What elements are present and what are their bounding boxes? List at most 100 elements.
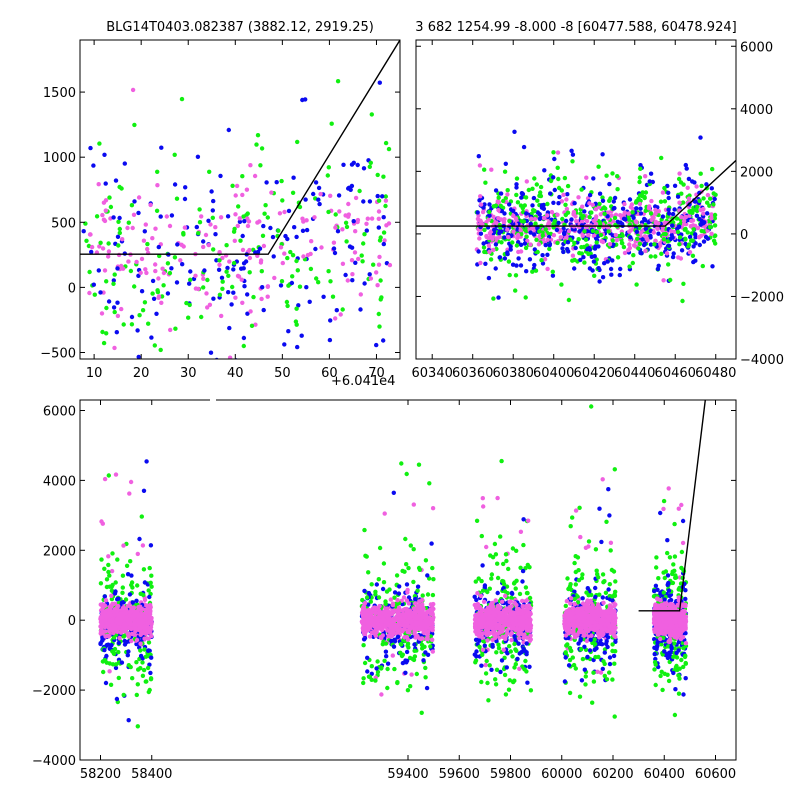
top-left-data-point (336, 229, 340, 233)
top-left-data-point (119, 307, 123, 311)
top-right-data-point (628, 235, 632, 239)
top-left-data-point (241, 234, 245, 238)
top-right-data-point (524, 235, 528, 239)
bottom-data-point (106, 563, 110, 567)
bottom-data-point (564, 604, 568, 608)
bottom-data-point (385, 667, 389, 671)
top-left-data-point (242, 284, 246, 288)
bottom-data-point (510, 592, 514, 596)
bottom-data-point (403, 616, 407, 620)
bottom-data-point (507, 688, 511, 692)
bottom-data-point (135, 583, 139, 587)
bottom-data-point (370, 630, 374, 634)
top-left-data-point (132, 213, 136, 217)
top-left-data-point (186, 316, 190, 320)
top-right-data-point (578, 258, 582, 262)
top-right-data-point (712, 191, 716, 195)
top-left-data-point (155, 209, 159, 213)
bottom-data-point (365, 554, 369, 558)
top-left-data-point (90, 245, 94, 249)
top-right-data-point (608, 242, 612, 246)
top-right-data-point (511, 209, 515, 213)
bottom-data-point (415, 672, 419, 676)
top-right-data-point (706, 237, 710, 241)
top-left-data-point (319, 245, 323, 249)
top-left-data-point (285, 237, 289, 241)
top-right-data-point (528, 257, 532, 261)
bottom-data-point (138, 627, 142, 631)
top-right-data-point (622, 202, 626, 206)
top-right-data-point (538, 212, 542, 216)
top-left-data-point (183, 185, 187, 189)
top-right-data-point (577, 237, 581, 241)
bottom-data-point (362, 604, 366, 608)
bottom-data-point (147, 640, 151, 644)
top-left-data-point (374, 343, 378, 347)
bottom-data-point (412, 649, 416, 653)
top-right-data-point (614, 233, 618, 237)
top-left-data-point (337, 193, 341, 197)
bottom-data-point (513, 601, 517, 605)
top-right-data-point (489, 257, 493, 261)
top-left-data-point (175, 280, 179, 284)
top-right-data-point (499, 240, 503, 244)
top-left-data-point (328, 194, 332, 198)
top-left-data-point (377, 217, 381, 221)
top-right-data-point (604, 174, 608, 178)
top-left-data-point (379, 295, 383, 299)
top-left-data-point (362, 166, 366, 170)
bottom-data-point (572, 561, 576, 565)
top-right-data-point (659, 252, 663, 256)
bottom-data-point (382, 580, 386, 584)
top-left-data-point (107, 195, 111, 199)
top-right-data-point (670, 235, 674, 239)
top-right-data-point (478, 219, 482, 223)
top-right-data-point (591, 229, 595, 233)
top-right-data-point (478, 194, 482, 198)
top-right-data-point (594, 222, 598, 226)
top-right-data-point (491, 248, 495, 252)
bottom-data-point (362, 620, 366, 624)
bottom-data-point (105, 634, 109, 638)
bottom-data-point (392, 667, 396, 671)
top-right-data-point (508, 273, 512, 277)
bottom-data-point (479, 664, 483, 668)
top-right-data-point (582, 245, 586, 249)
bottom-data-point (123, 610, 127, 614)
top-right-data-point (598, 192, 602, 196)
top-right-data-point (615, 174, 619, 178)
bottom-data-point (494, 622, 498, 626)
top-right-data-point (693, 259, 697, 263)
bottom-data-point (115, 557, 119, 561)
bottom-data-point (493, 636, 497, 640)
bottom-data-point (510, 631, 514, 635)
top-right-data-point (551, 150, 555, 154)
top-left-data-point (159, 146, 163, 150)
top-left-data-point (227, 326, 231, 330)
top-right-data-point (631, 261, 635, 265)
top-right-data-point (536, 250, 540, 254)
top-right-data-point (616, 255, 620, 259)
top-left-data-point (157, 245, 161, 249)
top-left-data-point (204, 291, 208, 295)
top-left-data-point (106, 254, 110, 258)
top-left-data-point (234, 193, 238, 197)
top-right-data-point (514, 216, 518, 220)
top-left-data-point (328, 279, 332, 283)
bottom-data-point (124, 597, 128, 601)
bottom-data-point (385, 589, 389, 593)
top-right-data-point (589, 210, 593, 214)
top-left-data-point (258, 163, 262, 167)
top-left-data-point (262, 212, 266, 216)
top-left-data-point (206, 219, 210, 223)
top-left-data-point (127, 221, 131, 225)
bottom-data-point (366, 570, 370, 574)
top-left-data-point (266, 215, 270, 219)
bottom-data-point (411, 623, 415, 627)
top-right-data-point (505, 228, 509, 232)
bottom-data-point (132, 614, 136, 618)
bottom-data-point (521, 569, 525, 573)
top-left-data-point (236, 204, 240, 208)
top-right-data-point (683, 237, 687, 241)
bottom-data-point (519, 530, 523, 534)
